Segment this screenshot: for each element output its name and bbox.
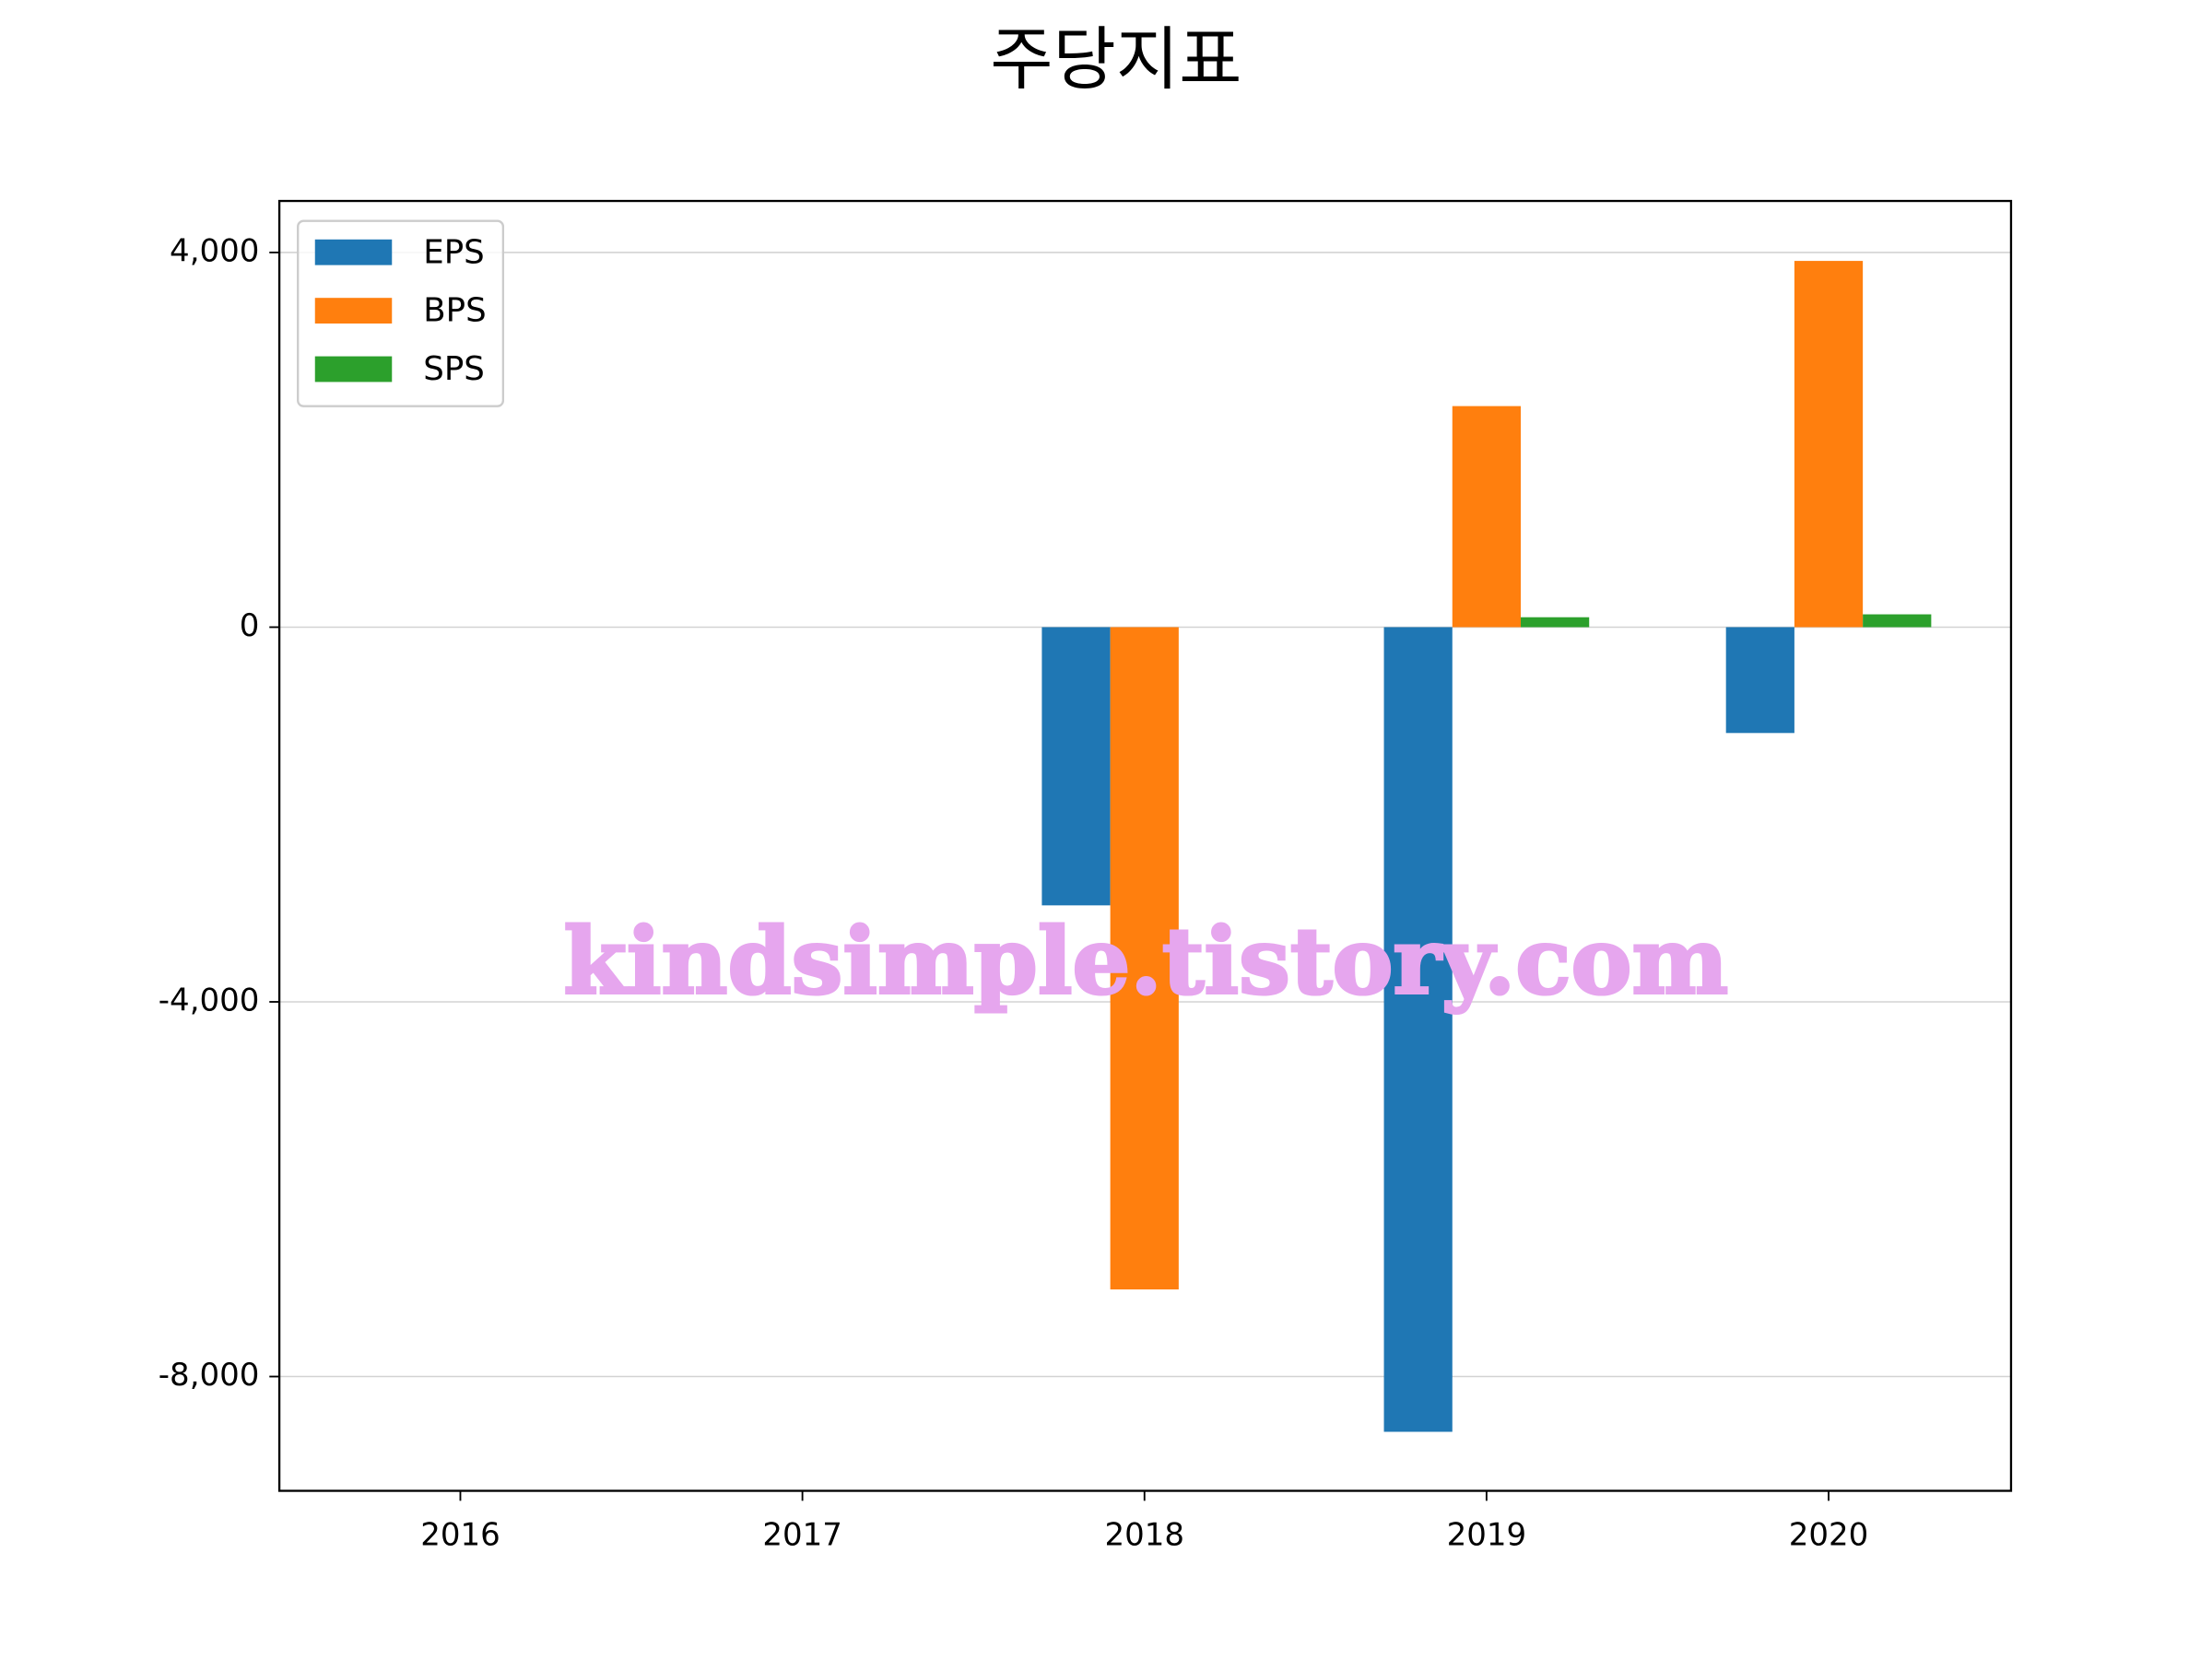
- bar: [1110, 627, 1179, 1290]
- bar: [1041, 627, 1111, 906]
- x-tick-label: 2018: [1104, 1517, 1184, 1554]
- legend-label: BPS: [423, 292, 486, 330]
- x-tick-label: 2017: [762, 1517, 842, 1554]
- bar: [1383, 627, 1453, 1432]
- legend-label: SPS: [423, 350, 485, 388]
- legend: EPS BPS SPS: [297, 219, 505, 407]
- legend-swatch: [314, 356, 393, 382]
- watermark: kindsimple.tistory.com: [563, 908, 1728, 1015]
- bar: [1521, 617, 1590, 628]
- bar: [1863, 614, 1932, 628]
- plot-frame: [277, 199, 2013, 1492]
- legend-swatch: [314, 239, 393, 265]
- x-tick-label: 2019: [1447, 1517, 1527, 1554]
- bar: [1452, 406, 1521, 628]
- bar: [1794, 261, 1864, 628]
- y-tick-label: -8,000: [159, 1357, 260, 1394]
- y-tick-label: 4,000: [170, 232, 259, 269]
- legend-swatch: [314, 298, 393, 324]
- y-tick-label: -4,000: [159, 982, 260, 1019]
- y-tick-label: 0: [240, 607, 260, 644]
- bar: [1725, 627, 1794, 734]
- x-tick-label: 2016: [420, 1517, 500, 1554]
- legend-label: EPS: [423, 233, 484, 271]
- x-tick-label: 2020: [1789, 1517, 1869, 1554]
- chart-title: 주당지표: [990, 19, 1241, 100]
